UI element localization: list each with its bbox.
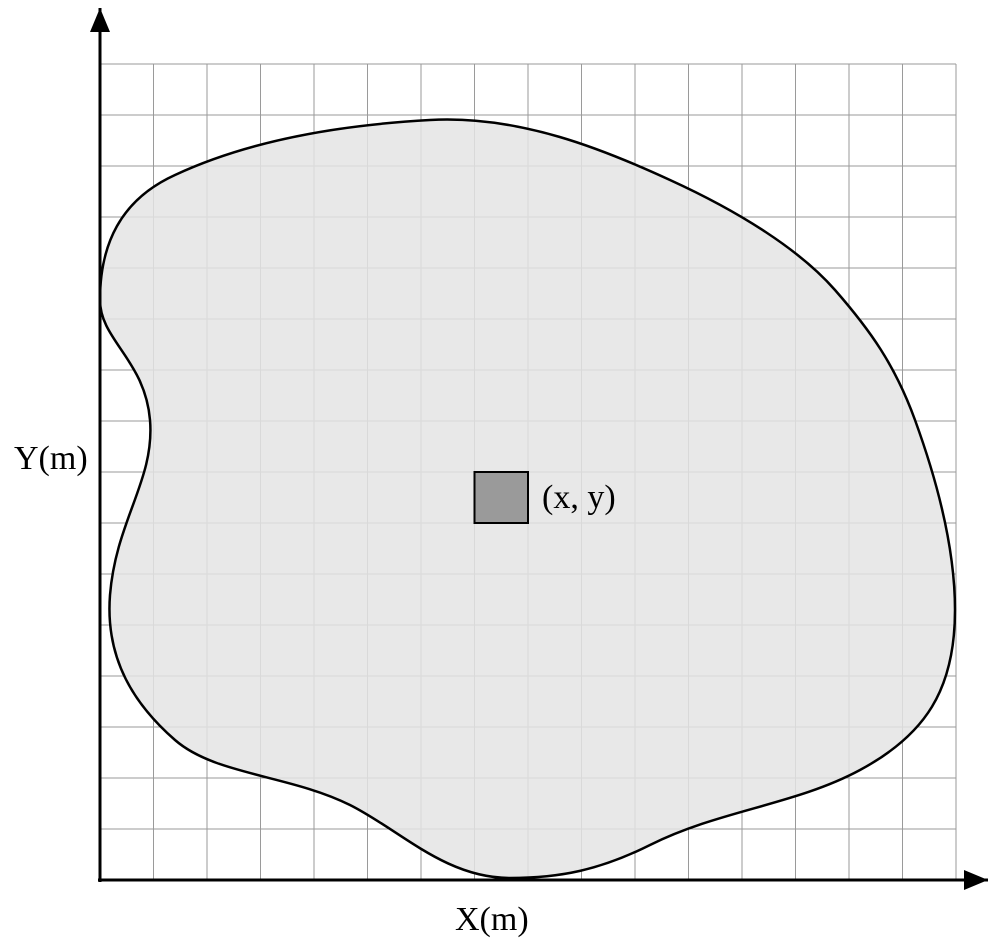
marker-cell — [475, 472, 529, 523]
diagram-container: Y(m) X(m) (x, y) — [0, 0, 1000, 942]
diagram-svg — [0, 0, 1000, 942]
x-axis-label: X(m) — [455, 901, 529, 939]
y-axis-label: Y(m) — [14, 440, 88, 478]
marker-label: (x, y) — [542, 479, 616, 517]
